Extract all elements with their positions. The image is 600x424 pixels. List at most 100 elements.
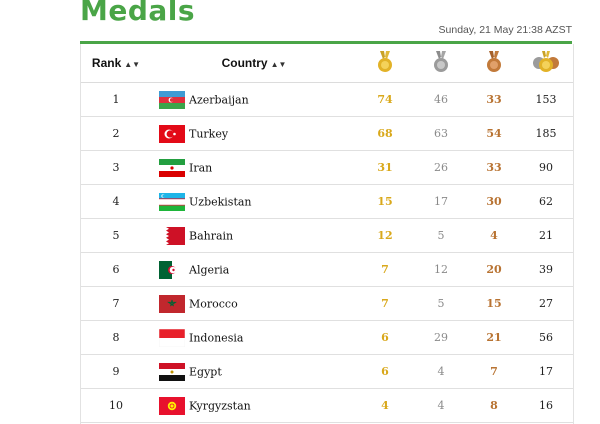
country-column-header[interactable]: Country ▲▼ xyxy=(151,44,357,83)
bronze-count: 54 xyxy=(469,116,519,151)
medals-table-container: Rank ▲▼ Country ▲▼ xyxy=(80,44,574,424)
total-count: 62 xyxy=(519,184,573,219)
country-name[interactable]: Uzbekistan xyxy=(189,195,252,208)
rank-column-header[interactable]: Rank ▲▼ xyxy=(81,44,151,83)
total-count: 90 xyxy=(519,150,573,185)
country-cell[interactable]: Egypt xyxy=(151,354,357,389)
egypt-flag-icon xyxy=(159,362,185,381)
total-count: 27 xyxy=(519,286,573,321)
bronze-count: 20 xyxy=(469,252,519,287)
silver-count: 4 xyxy=(413,354,469,389)
sort-arrows-icon[interactable]: ▲▼ xyxy=(270,60,287,69)
rank-cell: 2 xyxy=(81,116,151,151)
silver-medal-icon xyxy=(434,50,448,72)
bahrain-flag-icon xyxy=(159,226,185,245)
table-row[interactable]: 10 Kyrgyzstan 4 4 8 16 xyxy=(81,388,573,423)
table-row[interactable]: 3 Iran 31 26 33 90 xyxy=(81,150,573,185)
page-title: Medals xyxy=(80,0,196,27)
bronze-medal-icon xyxy=(487,50,501,72)
bronze-count: 21 xyxy=(469,320,519,355)
rank-cell: 4 xyxy=(81,184,151,219)
morocco-flag-icon xyxy=(159,294,185,313)
country-cell[interactable]: Indonesia xyxy=(151,320,357,355)
rank-cell: 3 xyxy=(81,150,151,185)
total-column-header xyxy=(519,44,573,83)
table-row[interactable]: 1 Azerbaijan 74 46 33 153 xyxy=(81,82,573,117)
rank-header-label: Rank xyxy=(91,56,122,70)
silver-count: 26 xyxy=(413,150,469,185)
table-row[interactable]: 5 Bahrain 12 5 4 21 xyxy=(81,218,573,253)
silver-count: 46 xyxy=(413,82,469,117)
country-cell[interactable]: Azerbaijan xyxy=(151,82,357,117)
rank-cell: 5 xyxy=(81,218,151,253)
indonesia-flag-icon xyxy=(159,328,185,347)
country-name[interactable]: Kyrgyzstan xyxy=(189,399,251,412)
country-name[interactable]: Iran xyxy=(189,161,213,174)
country-name[interactable]: Azerbaijan xyxy=(189,93,249,106)
silver-count: 12 xyxy=(413,252,469,287)
silver-count: 5 xyxy=(413,286,469,321)
total-count: 17 xyxy=(519,354,573,389)
country-name[interactable]: Egypt xyxy=(189,365,222,378)
rank-cell: 7 xyxy=(81,286,151,321)
gold-column-header xyxy=(357,44,413,83)
table-row[interactable]: 4 Uzbekistan 15 17 30 62 xyxy=(81,184,573,219)
table-row[interactable]: 9 Egypt 6 4 7 17 xyxy=(81,354,573,389)
total-count: 39 xyxy=(519,252,573,287)
country-name[interactable]: Turkey xyxy=(189,127,229,140)
country-name[interactable]: Indonesia xyxy=(189,331,244,344)
bronze-count: 33 xyxy=(469,150,519,185)
silver-column-header xyxy=(413,44,469,83)
total-count: 56 xyxy=(519,320,573,355)
bronze-count: 33 xyxy=(469,82,519,117)
gold-count: 15 xyxy=(357,184,413,219)
country-cell[interactable]: Morocco xyxy=(151,286,357,321)
gold-count: 74 xyxy=(357,82,413,117)
azerbaijan-flag-icon xyxy=(159,90,185,109)
table-row[interactable]: 8 Indonesia 6 29 21 56 xyxy=(81,320,573,355)
gold-count: 7 xyxy=(357,286,413,321)
silver-count: 63 xyxy=(413,116,469,151)
bronze-count: 7 xyxy=(469,354,519,389)
header-divider xyxy=(80,41,572,44)
gold-count: 7 xyxy=(357,252,413,287)
uzbekistan-flag-icon xyxy=(159,192,185,211)
country-header-label: Country xyxy=(221,56,268,70)
silver-count: 5 xyxy=(413,218,469,253)
bronze-count: 8 xyxy=(469,388,519,423)
country-cell[interactable]: Kyrgyzstan xyxy=(151,388,357,423)
kyrgyzstan-flag-icon xyxy=(159,396,185,415)
rank-cell: 6 xyxy=(81,252,151,287)
gold-count: 68 xyxy=(357,116,413,151)
timestamp: Sunday, 21 May 21:38 AZST xyxy=(438,24,572,36)
silver-count: 29 xyxy=(413,320,469,355)
country-cell[interactable]: Iran xyxy=(151,150,357,185)
bronze-count: 30 xyxy=(469,184,519,219)
gold-count: 4 xyxy=(357,388,413,423)
table-header-row: Rank ▲▼ Country ▲▼ xyxy=(81,44,573,83)
table-row[interactable]: 6 Algeria 7 12 20 39 xyxy=(81,252,573,287)
medals-table: Rank ▲▼ Country ▲▼ xyxy=(81,44,573,423)
country-cell[interactable]: Turkey xyxy=(151,116,357,151)
country-name[interactable]: Morocco xyxy=(189,297,238,310)
table-row[interactable]: 2 Turkey 68 63 54 185 xyxy=(81,116,573,151)
total-count: 153 xyxy=(519,82,573,117)
gold-count: 31 xyxy=(357,150,413,185)
country-cell[interactable]: Uzbekistan xyxy=(151,184,357,219)
rank-cell: 10 xyxy=(81,388,151,423)
country-cell[interactable]: Algeria xyxy=(151,252,357,287)
country-name[interactable]: Bahrain xyxy=(189,229,234,242)
rank-cell: 9 xyxy=(81,354,151,389)
iran-flag-icon xyxy=(159,158,185,177)
sort-arrows-icon[interactable]: ▲▼ xyxy=(124,60,141,69)
bronze-count: 15 xyxy=(469,286,519,321)
silver-count: 17 xyxy=(413,184,469,219)
bronze-count: 4 xyxy=(469,218,519,253)
country-name[interactable]: Algeria xyxy=(189,263,230,276)
gold-count: 6 xyxy=(357,320,413,355)
country-cell[interactable]: Bahrain xyxy=(151,218,357,253)
gold-count: 12 xyxy=(357,218,413,253)
table-row[interactable]: 7 Morocco 7 5 15 27 xyxy=(81,286,573,321)
rank-cell: 8 xyxy=(81,320,151,355)
algeria-flag-icon xyxy=(159,260,185,279)
